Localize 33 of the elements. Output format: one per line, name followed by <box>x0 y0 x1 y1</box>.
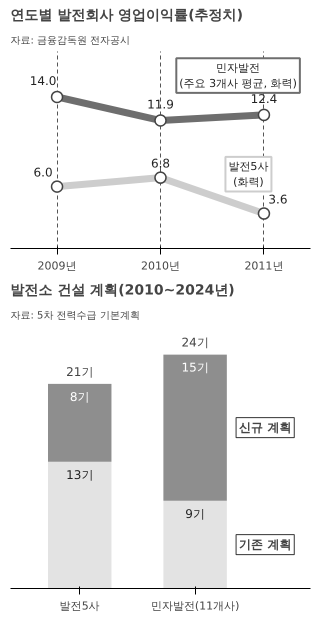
chart-subtitle: 자료: 금융감독원 전자공시 <box>10 36 130 46</box>
point <box>154 114 167 127</box>
x-tick-label: 민자발전(11개사) <box>150 600 240 612</box>
data-label: 15기 <box>181 360 209 375</box>
data-label: 6.0 <box>34 166 53 180</box>
point <box>50 90 64 104</box>
chart-subtitle: 자료: 5차 전력수급 기본계획 <box>10 310 140 322</box>
x-tick-label: 2009년 <box>38 260 77 272</box>
annotation: (화력) <box>233 176 264 189</box>
bar <box>163 500 227 588</box>
point <box>258 108 270 122</box>
text: 발전5사 <box>228 160 268 173</box>
text: (주요 3개사 평균, 화력) <box>179 76 297 90</box>
chart-title: 연도별 발전회사 영업이익률(추정치) <box>10 8 244 24</box>
bar <box>48 384 112 462</box>
data-label: 12.4 <box>250 92 278 106</box>
total-label: 24기 <box>181 336 209 350</box>
series-label: 기존 계획 <box>239 538 292 552</box>
text: 민자발전 <box>216 61 260 74</box>
total-label: 21기 <box>66 364 94 379</box>
data-label: 13기 <box>66 468 94 482</box>
x-tick-label: 2010년 <box>141 260 180 272</box>
series-label: 신규 계획 <box>239 420 292 435</box>
data-label: 8기 <box>70 390 90 404</box>
data-label: 14.0 <box>30 74 56 88</box>
data-label: 9기 <box>185 506 205 521</box>
data-label: 11.9 <box>147 98 174 112</box>
chart-title: 발전소 건설 계획(2010~2024년) <box>10 282 235 298</box>
bar <box>48 462 112 588</box>
bar <box>163 354 227 501</box>
data-label: 6.8 <box>150 156 170 171</box>
x-tick-label: 2011년 <box>244 260 284 272</box>
data-label: 3.6 <box>268 192 288 207</box>
